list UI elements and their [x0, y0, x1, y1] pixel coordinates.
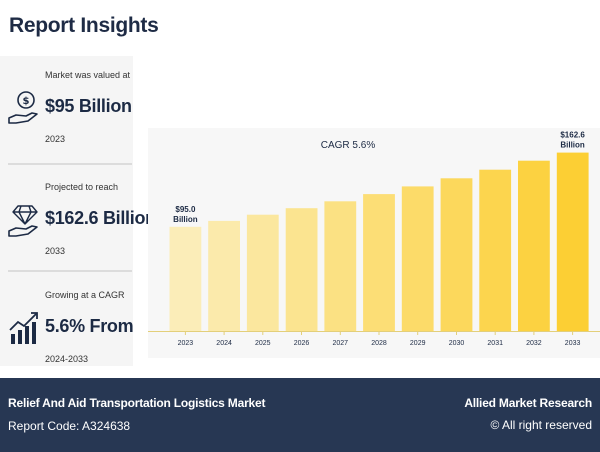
- chart-title: CAGR 5.6%: [321, 140, 376, 151]
- insight-value: $95 Billion: [45, 96, 132, 116]
- insight-market-value: Market was valued at $ $95 Billion 2023: [0, 56, 133, 156]
- insight-caption: Projected to reach: [45, 182, 119, 192]
- data-label-value: $95.0: [175, 205, 196, 214]
- x-tick-label: 2026: [294, 340, 310, 347]
- data-label-unit: Billion: [560, 141, 585, 150]
- insight-year: 2023: [45, 134, 66, 144]
- report-code: Report Code: A324638: [8, 419, 131, 433]
- data-label-value: $162.6: [560, 131, 585, 140]
- bar-2024: [208, 220, 240, 331]
- x-tick-label: 2030: [449, 340, 465, 347]
- insight-value: $162.6 Billion: [45, 208, 156, 228]
- insight-projection: Projected to reach $162.6 Billion 2033: [0, 168, 156, 268]
- money-hand-icon: $: [8, 91, 38, 124]
- x-tick-label: 2033: [565, 340, 581, 347]
- divider: [8, 270, 132, 272]
- insights-sidebar: Market was valued at $ $95 Billion 2023 …: [0, 56, 156, 366]
- x-tick-label: 2028: [371, 340, 387, 347]
- bar-2032: [518, 160, 550, 331]
- divider: [8, 163, 132, 165]
- x-tick-label: 2023: [178, 340, 194, 347]
- footer: Relief And Aid Transportation Logistics …: [0, 378, 600, 452]
- bar-2028: [363, 194, 395, 331]
- market-chart: CAGR 5.6% 2023 $95.0 Billion 2024 2025 2026 202…: [148, 128, 600, 358]
- insight-caption: Growing at a CAGR: [45, 290, 125, 300]
- brand-name: Allied Market Research: [464, 396, 592, 410]
- page-title: Report Insights: [9, 14, 159, 37]
- data-label-unit: Billion: [173, 215, 198, 224]
- insight-value: 5.6% From: [45, 316, 134, 336]
- diamond-hand-icon: [8, 205, 38, 237]
- x-tick-label: 2024: [216, 340, 232, 347]
- bar-2027: [324, 201, 357, 331]
- bar-2023: [169, 226, 202, 331]
- x-tick-label: 2032: [526, 340, 542, 347]
- x-tick-label: 2029: [410, 340, 426, 347]
- bar-2030: [440, 178, 473, 331]
- x-tick-label: 2031: [487, 340, 503, 347]
- growth-chart-icon: [9, 312, 38, 344]
- insight-year-range: 2024-2033: [45, 354, 89, 364]
- bar-2031: [479, 169, 512, 331]
- insight-cagr: Growing at a CAGR 5.6% From 2024-2033: [0, 276, 134, 376]
- x-tick-label: 2027: [333, 340, 349, 347]
- insight-year: 2033: [45, 246, 66, 256]
- copyright: © All right reserved: [490, 418, 592, 432]
- bar-2033: [556, 152, 589, 331]
- svg-text:$: $: [23, 96, 30, 107]
- x-tick-label: 2025: [255, 340, 271, 347]
- insight-caption: Market was valued at: [45, 70, 131, 80]
- bar-2025: [246, 214, 279, 331]
- bar-2026: [285, 208, 318, 331]
- bar-2029: [401, 186, 434, 331]
- report-name: Relief And Aid Transportation Logistics …: [8, 396, 266, 410]
